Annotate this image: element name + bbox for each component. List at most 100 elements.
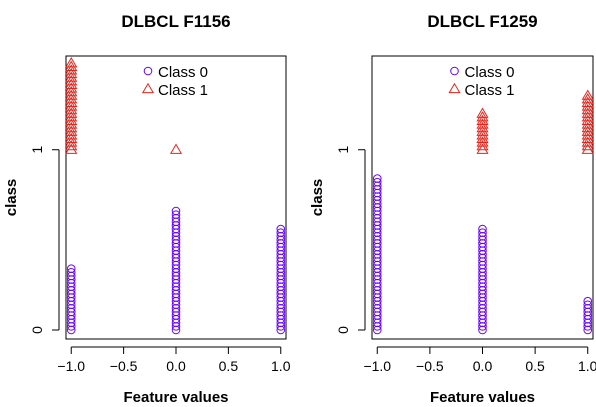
series-class-0 <box>66 206 286 335</box>
y-axis-label: class <box>3 179 20 217</box>
data-point <box>65 60 78 71</box>
legend-marker-triangle <box>141 82 155 94</box>
series-class-1 <box>476 89 594 154</box>
data-point <box>276 228 286 237</box>
legend-label: Class 1 <box>465 82 515 99</box>
x-tick-label: −1.0 <box>363 358 391 374</box>
data-point <box>65 125 78 136</box>
data-point <box>65 100 78 111</box>
legend-marker-circle <box>450 66 459 76</box>
data-point <box>581 103 594 115</box>
data-point <box>65 132 78 144</box>
legend-label: Class 0 <box>465 64 515 81</box>
data-point <box>65 143 78 154</box>
data-point <box>65 114 78 126</box>
data-point <box>65 93 78 104</box>
data-point <box>581 111 594 122</box>
data-point <box>476 143 489 154</box>
data-point <box>171 210 181 219</box>
x-tick-label: 0.0 <box>473 358 493 374</box>
data-point <box>476 129 489 140</box>
data-point <box>65 136 78 147</box>
data-point <box>65 71 78 82</box>
data-point <box>65 57 78 68</box>
x-axis-label: Feature values <box>123 389 228 406</box>
data-point <box>581 114 594 126</box>
data-point <box>476 125 489 136</box>
y-tick-label: 0 <box>335 326 351 334</box>
data-point <box>581 93 594 104</box>
data-point <box>581 136 594 147</box>
chart-panel-1: DLBCL F1156 −1.0 −0.5 0.0 0.5 1.0 0 1 Feature va… <box>3 12 291 406</box>
data-point <box>581 139 594 151</box>
data-point <box>478 224 487 234</box>
y-tick-label: 1 <box>29 146 45 154</box>
data-point <box>478 228 487 237</box>
data-point <box>476 136 489 147</box>
x-tick-label: 0.5 <box>219 358 239 374</box>
x-tick-label: −0.5 <box>416 358 444 374</box>
data-point <box>65 64 78 75</box>
chart-title: DLBCL F1259 <box>427 12 537 31</box>
legend-label: Class 1 <box>158 82 208 99</box>
plot-frame <box>65 55 287 340</box>
data-point <box>476 107 489 118</box>
data-point <box>171 206 181 216</box>
data-point <box>65 75 78 86</box>
data-point <box>65 129 78 140</box>
x-tick-label: 0.0 <box>166 358 186 374</box>
data-point <box>476 121 489 133</box>
data-point <box>476 114 489 126</box>
y-tick-label: 0 <box>29 326 45 334</box>
data-point <box>65 111 78 122</box>
data-point <box>65 118 78 129</box>
data-point <box>583 300 593 310</box>
series-class-0 <box>372 174 593 335</box>
data-point <box>65 96 78 108</box>
x-tick-label: 1.0 <box>271 358 291 374</box>
data-point <box>581 125 594 136</box>
data-point <box>581 143 594 154</box>
data-point <box>476 111 489 122</box>
data-point <box>276 224 286 234</box>
x-tick-label: −0.5 <box>110 358 138 374</box>
data-point <box>581 132 594 144</box>
data-point <box>65 78 78 89</box>
data-point <box>476 132 489 144</box>
data-point <box>65 67 78 79</box>
y-tick-label: 1 <box>335 146 351 154</box>
data-point <box>372 177 382 187</box>
data-point <box>581 121 594 133</box>
data-point <box>66 268 76 277</box>
data-point <box>65 107 78 118</box>
chart-title: DLBCL F1156 <box>121 12 230 31</box>
data-point <box>65 89 78 100</box>
x-tick-label: 0.5 <box>525 358 545 374</box>
series-class-1 <box>65 57 183 154</box>
data-point <box>65 85 78 97</box>
data-point <box>169 143 183 154</box>
legend-marker-triangle <box>448 82 461 94</box>
data-point <box>476 139 489 151</box>
data-point <box>65 139 78 151</box>
chart-panel-2: DLBCL F1259 −1.0 −0.5 0.0 0.5 1.0 0 1 Feature va… <box>309 12 596 406</box>
data-point <box>581 129 594 140</box>
data-point <box>581 96 594 108</box>
data-point <box>372 174 382 183</box>
data-point <box>66 264 76 274</box>
data-point <box>581 107 594 118</box>
y-axis-label: class <box>309 179 326 217</box>
x-axis-label: Feature values <box>430 389 535 406</box>
legend-marker-circle <box>143 66 153 76</box>
data-point <box>65 103 78 115</box>
data-point <box>476 118 489 129</box>
data-point <box>583 296 593 306</box>
data-point <box>581 100 594 111</box>
data-point <box>581 89 594 100</box>
x-tick-label: −1.0 <box>57 358 85 374</box>
plot-frame <box>371 55 594 340</box>
data-point <box>65 82 78 93</box>
